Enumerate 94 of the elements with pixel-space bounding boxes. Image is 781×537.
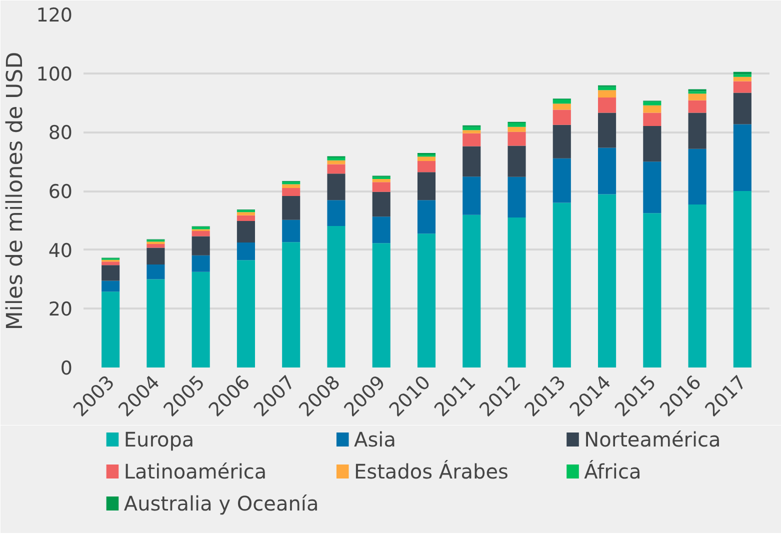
bar <box>327 226 346 368</box>
bar <box>372 178 390 182</box>
bar <box>462 214 481 368</box>
bar <box>462 146 481 177</box>
bar <box>643 112 662 126</box>
bar <box>688 148 706 205</box>
bar <box>102 280 120 292</box>
y-tick-label: 120 <box>36 4 72 26</box>
bar <box>192 236 210 256</box>
bar <box>417 172 436 200</box>
legend-label: Asia <box>354 428 396 452</box>
y-tick-label: 0 <box>60 358 73 380</box>
bar <box>643 102 662 106</box>
bar <box>643 213 662 368</box>
bar <box>508 217 526 368</box>
legend-label: Estados Árabes <box>354 460 508 484</box>
bar <box>552 100 571 104</box>
legend-label: Australia y Oceanía <box>124 492 319 516</box>
bar <box>598 194 616 368</box>
bar <box>508 126 526 132</box>
legend-label: Norteamérica <box>584 428 721 452</box>
bar <box>236 242 255 260</box>
bar <box>282 184 300 188</box>
bar <box>598 86 616 90</box>
y-tick-label: 40 <box>48 240 73 262</box>
legend-label: África <box>584 460 642 484</box>
y-tick-label: 80 <box>48 122 73 144</box>
bar <box>192 255 210 272</box>
bar <box>733 124 752 191</box>
bar <box>146 248 165 265</box>
bar <box>236 260 255 368</box>
bar <box>733 76 752 82</box>
bar <box>236 215 255 222</box>
bar <box>146 244 165 248</box>
bar <box>733 74 752 77</box>
bar <box>598 112 616 148</box>
bar <box>598 148 616 194</box>
y-tick-label: 20 <box>48 298 73 321</box>
bar <box>327 164 346 174</box>
y-tick-label: 60 <box>48 181 73 203</box>
bar <box>372 192 390 217</box>
bar <box>508 176 526 218</box>
bar <box>327 157 346 160</box>
bar <box>508 123 526 127</box>
bar <box>372 216 390 244</box>
bar <box>552 110 571 125</box>
bar <box>102 265 120 281</box>
bar <box>733 92 752 124</box>
bar <box>417 234 436 368</box>
bar <box>192 231 210 236</box>
bar <box>688 204 706 368</box>
bar <box>282 196 300 220</box>
bar <box>552 124 571 158</box>
bar <box>508 132 526 146</box>
legend-label: Europa <box>124 428 194 452</box>
bar <box>417 156 436 161</box>
bar <box>102 262 120 266</box>
bar <box>372 243 390 368</box>
bar <box>282 188 300 196</box>
bar <box>282 242 300 368</box>
bar <box>462 176 481 215</box>
bar <box>598 90 616 98</box>
bar <box>688 112 706 149</box>
bar <box>462 126 481 130</box>
bar <box>417 160 436 172</box>
y-tick-label: 100 <box>36 63 72 86</box>
bar <box>102 292 120 368</box>
bar <box>598 97 616 113</box>
bar <box>327 174 346 200</box>
bar <box>552 158 571 203</box>
bar <box>552 104 571 110</box>
bar <box>236 212 255 216</box>
bar <box>733 191 752 368</box>
bar <box>508 146 526 177</box>
bar <box>643 162 662 214</box>
bar <box>643 105 662 113</box>
bar <box>462 133 481 146</box>
bar <box>327 160 346 164</box>
bar <box>236 221 255 242</box>
bar <box>688 94 706 100</box>
legend-label: Latinoamérica <box>124 460 267 484</box>
bar <box>372 182 390 192</box>
bar <box>282 220 300 242</box>
bar <box>192 272 210 368</box>
bar <box>688 100 706 113</box>
bar <box>733 81 752 93</box>
bar <box>327 200 346 226</box>
bar <box>552 202 571 368</box>
y-axis-title: Miles de millones de USD <box>3 52 28 330</box>
bar <box>146 264 165 280</box>
bar <box>417 200 436 234</box>
bar <box>146 279 165 368</box>
bar <box>643 126 662 162</box>
bar <box>462 130 481 134</box>
